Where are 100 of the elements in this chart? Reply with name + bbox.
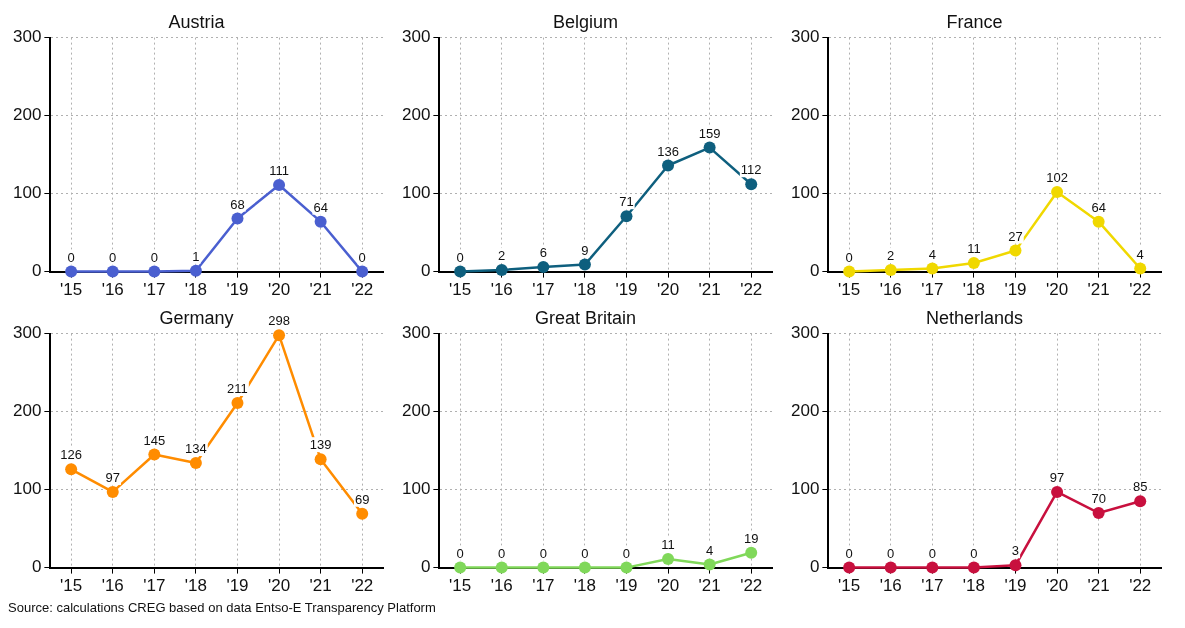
chart-title: Great Britain bbox=[534, 307, 637, 328]
point bbox=[189, 457, 202, 470]
x-tick-label: '18 bbox=[184, 576, 207, 596]
point bbox=[148, 265, 161, 278]
point bbox=[148, 448, 161, 461]
point bbox=[356, 507, 369, 520]
y-tick-label: 0 bbox=[420, 261, 431, 281]
data-label: 0 bbox=[150, 249, 158, 265]
y-tick-label: 300 bbox=[401, 323, 431, 343]
y-tick-label: 100 bbox=[12, 479, 42, 499]
x-tick-label: '21 bbox=[698, 576, 721, 596]
point bbox=[1092, 215, 1105, 228]
data-label: 211 bbox=[227, 381, 248, 397]
y-tick-label: 100 bbox=[790, 479, 820, 499]
y-tick-label: 300 bbox=[12, 323, 42, 343]
x-tick-label: '18 bbox=[573, 576, 596, 596]
x-tick-label: '20 bbox=[656, 280, 680, 300]
x-tick-label: '15 bbox=[60, 280, 83, 300]
x-tick-label: '18 bbox=[962, 576, 985, 596]
y-tick-label: 300 bbox=[401, 27, 431, 47]
data-label: 126 bbox=[60, 447, 83, 463]
x-tick-label: '18 bbox=[962, 280, 985, 300]
y-tick-label: 300 bbox=[790, 323, 820, 343]
data-label: 145 bbox=[143, 432, 166, 448]
data-label: 0 bbox=[845, 249, 853, 265]
data-label: 1 bbox=[192, 248, 200, 264]
y-tick-label: 200 bbox=[790, 401, 820, 421]
x-tick-label: '22 bbox=[351, 576, 374, 596]
data-label: 97 bbox=[105, 470, 120, 486]
x-tick-label: '16 bbox=[879, 576, 902, 596]
x-tick-label: '19 bbox=[615, 576, 638, 596]
source-note: Source: calculations CREG based on data Entso-E Transparency Platform bbox=[8, 600, 437, 615]
data-label: 102 bbox=[1046, 170, 1068, 186]
x-tick-label: '19 bbox=[615, 280, 638, 300]
data-label: 112 bbox=[740, 162, 762, 178]
x-tick-label: '15 bbox=[449, 576, 472, 596]
data-label: 0 bbox=[887, 545, 895, 561]
data-label: 0 bbox=[456, 249, 464, 265]
y-tick-label: 200 bbox=[401, 401, 431, 421]
data-label: 68 bbox=[230, 196, 245, 212]
x-tick-label: '15 bbox=[60, 576, 83, 596]
data-label: 64 bbox=[1091, 199, 1106, 215]
y-tick-label: 200 bbox=[12, 105, 42, 125]
x-tick-label: '21 bbox=[309, 280, 332, 300]
point bbox=[926, 262, 939, 275]
data-label: 0 bbox=[622, 545, 631, 561]
x-tick-label: '20 bbox=[1045, 280, 1069, 300]
data-label: 85 bbox=[1132, 479, 1148, 495]
data-label: 2 bbox=[887, 248, 895, 264]
y-tick-label: 0 bbox=[809, 261, 820, 281]
x-tick-label: '17 bbox=[532, 576, 555, 596]
y-tick-label: 200 bbox=[12, 401, 42, 421]
data-label: 0 bbox=[67, 249, 75, 265]
data-label: 4 bbox=[1136, 246, 1144, 262]
point bbox=[843, 265, 856, 278]
x-tick-label: '17 bbox=[143, 280, 166, 300]
data-label: 0 bbox=[109, 249, 117, 265]
data-label: 9 bbox=[581, 242, 589, 258]
data-label: 11 bbox=[967, 241, 981, 257]
point bbox=[926, 561, 939, 574]
x-tick-label: '17 bbox=[921, 576, 944, 596]
data-label: 4 bbox=[706, 542, 714, 558]
data-label: 70 bbox=[1091, 491, 1106, 507]
data-label: 0 bbox=[498, 545, 506, 561]
chart-title: France bbox=[946, 11, 1003, 32]
data-label: 0 bbox=[358, 249, 366, 265]
x-tick-label: '20 bbox=[267, 576, 291, 596]
point bbox=[703, 141, 716, 154]
point bbox=[703, 558, 716, 571]
y-tick-label: 100 bbox=[12, 183, 42, 203]
y-tick-label: 0 bbox=[420, 557, 431, 577]
point bbox=[495, 264, 508, 277]
point bbox=[231, 397, 244, 410]
x-tick-label: '16 bbox=[490, 280, 513, 300]
data-label: 3 bbox=[1011, 543, 1020, 559]
point bbox=[662, 159, 675, 172]
point bbox=[537, 260, 550, 273]
x-tick-label: '17 bbox=[921, 280, 944, 300]
x-tick-label: '22 bbox=[351, 280, 374, 300]
x-tick-label: '18 bbox=[184, 280, 207, 300]
point bbox=[843, 561, 856, 574]
point bbox=[745, 546, 758, 559]
data-label: 136 bbox=[657, 143, 679, 159]
x-tick-label: '15 bbox=[449, 280, 472, 300]
chart-title: Belgium bbox=[552, 11, 619, 32]
x-tick-label: '22 bbox=[740, 280, 763, 300]
x-tick-label: '19 bbox=[1004, 576, 1027, 596]
point bbox=[495, 561, 508, 574]
data-label: 139 bbox=[309, 437, 332, 453]
data-label: 69 bbox=[354, 491, 370, 507]
data-label: 0 bbox=[845, 545, 853, 561]
point bbox=[745, 178, 758, 191]
y-tick-label: 300 bbox=[790, 27, 820, 47]
data-label: 0 bbox=[970, 545, 978, 561]
point bbox=[1009, 244, 1022, 257]
data-label: 0 bbox=[581, 545, 589, 561]
x-tick-label: '22 bbox=[740, 576, 763, 596]
x-tick-label: '19 bbox=[226, 280, 249, 300]
point bbox=[967, 257, 980, 270]
point bbox=[106, 265, 119, 278]
